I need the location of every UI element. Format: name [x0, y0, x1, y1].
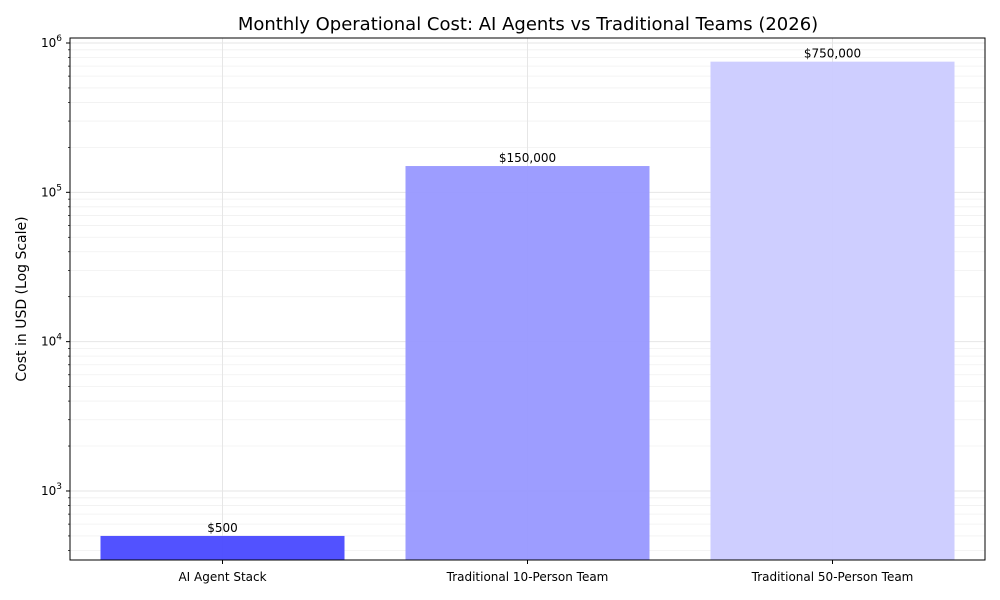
y-tick-label: 103 — [41, 482, 62, 498]
bar-value-label: $150,000 — [499, 151, 556, 165]
chart-title: Monthly Operational Cost: AI Agents vs T… — [238, 14, 818, 35]
bar — [405, 166, 650, 560]
bars: $500 $150,000 $750,000 — [100, 47, 955, 561]
y-axis-label: Cost in USD (Log Scale) — [14, 216, 30, 381]
bar — [710, 61, 955, 561]
y-axis-ticks: 103 104 105 106 — [41, 34, 70, 551]
y-tick-label: 106 — [41, 34, 62, 50]
bar-value-label: $750,000 — [804, 47, 861, 61]
y-tick-label: 105 — [41, 183, 62, 199]
x-tick-label: Traditional 10-Person Team — [446, 570, 609, 584]
x-tick-label: AI Agent Stack — [178, 570, 266, 584]
y-tick-label: 104 — [41, 333, 62, 349]
bar — [100, 535, 345, 560]
x-tick-label: Traditional 50-Person Team — [751, 570, 914, 584]
bar-value-label: $500 — [207, 521, 238, 535]
x-axis-ticks: AI Agent Stack Traditional 10-Person Team… — [178, 560, 913, 584]
